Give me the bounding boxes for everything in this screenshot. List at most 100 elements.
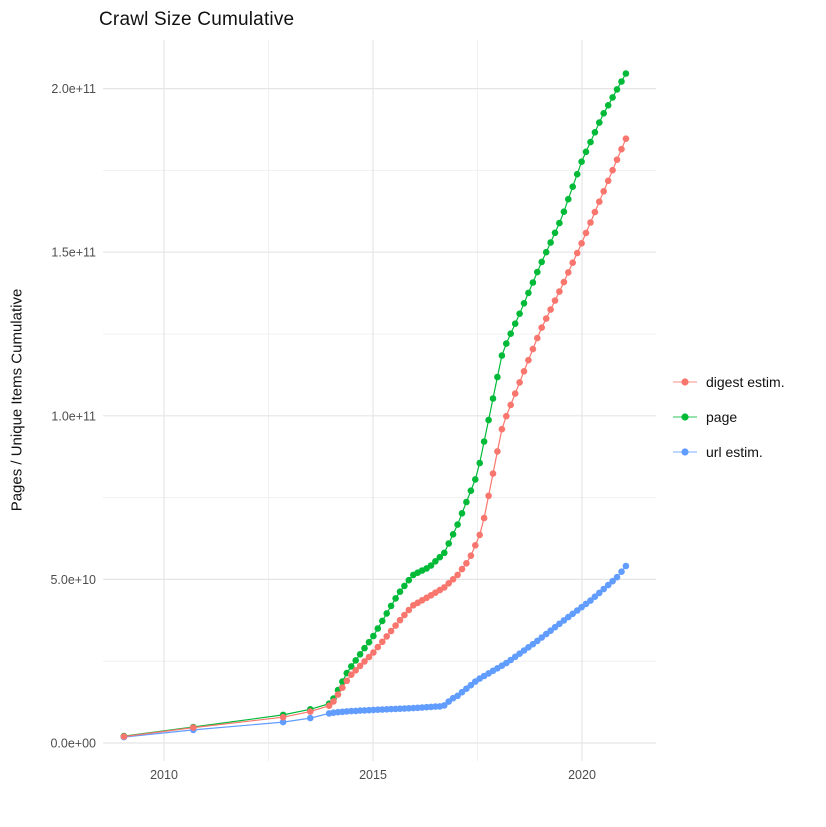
y-tick-label: 1.0e+11 (51, 409, 96, 423)
data-point-digest-estim (279, 713, 287, 721)
legend-key-digest-estim (673, 378, 697, 386)
legend: digest estim. page url estim. (672, 372, 785, 462)
data-point-url-estim (591, 593, 599, 600)
data-point-digest-estim (339, 684, 346, 691)
data-point-page (556, 219, 563, 227)
data-point-page (427, 562, 435, 569)
data-point-page (489, 395, 497, 402)
data-point-url-estim (467, 681, 475, 689)
data-point-digest-estim (401, 611, 408, 619)
y-tick-label: 0.0e+00 (50, 737, 96, 751)
data-point-page (458, 510, 466, 517)
data-point-digest-estim (560, 278, 568, 286)
series-url-estim (120, 562, 630, 741)
data-point-digest-estim (387, 627, 395, 635)
data-point-digest-estim (383, 633, 391, 640)
data-point-digest-estim (472, 542, 479, 549)
data-point-page (361, 644, 368, 652)
data-point-url-estim (618, 568, 625, 575)
legend-item-digest-estim: digest estim. (672, 372, 785, 392)
data-point-digest-estim (190, 724, 197, 731)
data-point-page (352, 657, 360, 664)
data-point-digest-estim (325, 702, 333, 709)
data-point-digest-estim (569, 259, 576, 267)
y-tick-label: 2.0e+11 (51, 82, 96, 96)
data-point-page (560, 208, 568, 215)
data-point-digest-estim (516, 379, 523, 386)
data-point-digest-estim (511, 390, 519, 397)
data-point-url-estim (538, 634, 545, 641)
data-point-page (587, 138, 594, 146)
legend-key-url-estim (673, 448, 697, 456)
data-point-digest-estim (565, 269, 572, 276)
data-point-digest-estim (538, 324, 545, 331)
data-point-digest-estim (551, 297, 559, 304)
data-point-digest-estim (370, 649, 377, 656)
data-point-page (511, 320, 519, 328)
grid-minor (103, 40, 656, 761)
data-point-page (618, 78, 625, 85)
data-point-digest-estim (520, 368, 528, 375)
data-point-page (436, 553, 444, 561)
data-point-digest-estim (600, 188, 607, 195)
y-tick-label: 1.5e+11 (51, 246, 96, 260)
data-point-page (609, 94, 616, 101)
legend-key-page (673, 413, 697, 421)
data-point-page (379, 617, 386, 625)
data-point-page (401, 582, 408, 590)
data-point-digest-estim (489, 470, 497, 477)
data-point-url-estim (279, 718, 287, 726)
data-point-page (348, 663, 355, 670)
data-point-digest-estim (525, 356, 532, 364)
data-point-page (454, 521, 461, 528)
data-point-digest-estim (458, 565, 466, 573)
data-point-page (520, 300, 528, 307)
data-point-url-estim (587, 597, 594, 604)
data-point-digest-estim (609, 166, 616, 174)
data-point-digest-estim (307, 708, 314, 715)
chart-title: Crawl Size Cumulative (99, 9, 295, 30)
data-point-page (498, 352, 506, 359)
data-point-digest-estim (352, 667, 360, 674)
data-point-digest-estim (529, 345, 537, 353)
data-point-digest-estim (494, 448, 501, 455)
data-point-digest-estim (356, 662, 364, 670)
data-point-digest-estim (485, 492, 492, 500)
data-point-page (591, 129, 599, 136)
data-point-page (582, 148, 590, 156)
data-point-digest-estim (330, 698, 337, 705)
data-point-page (449, 531, 457, 538)
data-point-page (622, 70, 630, 77)
data-point-digest-estim (454, 571, 461, 579)
data-point-digest-estim (587, 219, 594, 226)
data-point-url-estim (556, 620, 563, 628)
legend-label-url-estim: url estim. (706, 444, 763, 460)
legend-item-url-estim: url estim. (672, 442, 785, 462)
data-point-page (392, 595, 399, 602)
data-point-page (516, 310, 523, 318)
data-point-digest-estim (604, 177, 612, 185)
data-point-digest-estim (556, 288, 563, 295)
data-point-digest-estim (396, 616, 404, 624)
data-point-page (600, 110, 607, 117)
data-point-page (547, 239, 554, 246)
data-point-url-estim (596, 589, 603, 597)
data-point-url-estim (454, 692, 461, 700)
data-point-digest-estim (374, 643, 382, 651)
data-point-page (573, 170, 581, 178)
data-point-page (578, 158, 585, 165)
data-point-page (538, 258, 545, 266)
data-point-url-estim (613, 573, 621, 581)
data-point-digest-estim (365, 653, 373, 661)
data-point-page (441, 549, 448, 557)
data-point-page (374, 625, 382, 632)
x-tick-label: 2010 (150, 768, 178, 782)
y-tick-label: 5.0e+10 (50, 573, 96, 587)
data-point-url-estim (609, 577, 616, 585)
data-point-page (494, 373, 501, 381)
data-point-digest-estim (379, 638, 386, 646)
data-point-url-estim (600, 585, 607, 593)
data-point-page (542, 248, 550, 256)
data-point-page (529, 279, 537, 286)
